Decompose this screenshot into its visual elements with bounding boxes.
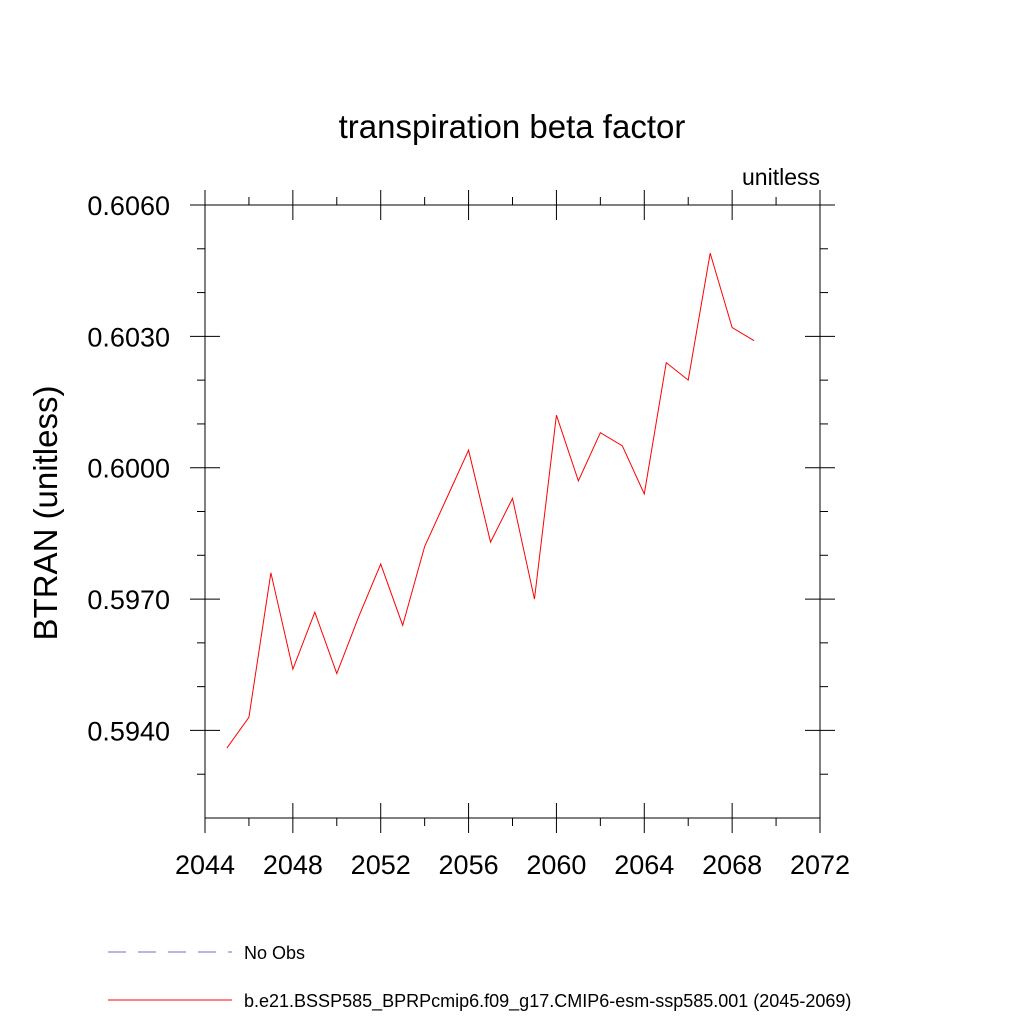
series-layer <box>226 253 755 749</box>
y-tick-label: 0.5940 <box>87 716 170 746</box>
x-axis-ticks: 2044 2048 2052 2056 2060 2064 2068 2072 <box>175 190 850 880</box>
legend: No Obs b.e21.BSSP585_BPRPcmip6.f09_g17.CM… <box>108 943 851 1012</box>
x-tick-label: 2044 <box>175 850 235 880</box>
plot-frame <box>204 204 821 819</box>
x-tick-label: 2056 <box>439 850 499 880</box>
x-tick-label: 2068 <box>702 850 762 880</box>
y-tick-label: 0.6030 <box>87 322 170 352</box>
y-tick-label: 0.6000 <box>87 454 170 484</box>
x-tick-label: 2072 <box>790 850 850 880</box>
y-axis-label: BTRAN (unitless) <box>27 386 64 641</box>
x-tick-label: 2048 <box>263 850 323 880</box>
y-tick-label: 0.5970 <box>87 585 170 615</box>
x-tick-label: 2060 <box>526 850 586 880</box>
chart-title: transpiration beta factor <box>339 108 686 145</box>
y-axis-ticks: 0.5940 0.5970 0.6000 0.6030 0.6060 <box>87 191 835 775</box>
legend-label: b.e21.BSSP585_BPRPcmip6.f09_g17.CMIP6-es… <box>244 991 851 1012</box>
units-label: unitless <box>742 164 820 190</box>
series-line-1 <box>226 253 755 749</box>
x-tick-label: 2052 <box>351 850 411 880</box>
legend-label: No Obs <box>244 943 305 963</box>
y-tick-label: 0.6060 <box>87 191 170 221</box>
x-tick-label: 2064 <box>614 850 674 880</box>
